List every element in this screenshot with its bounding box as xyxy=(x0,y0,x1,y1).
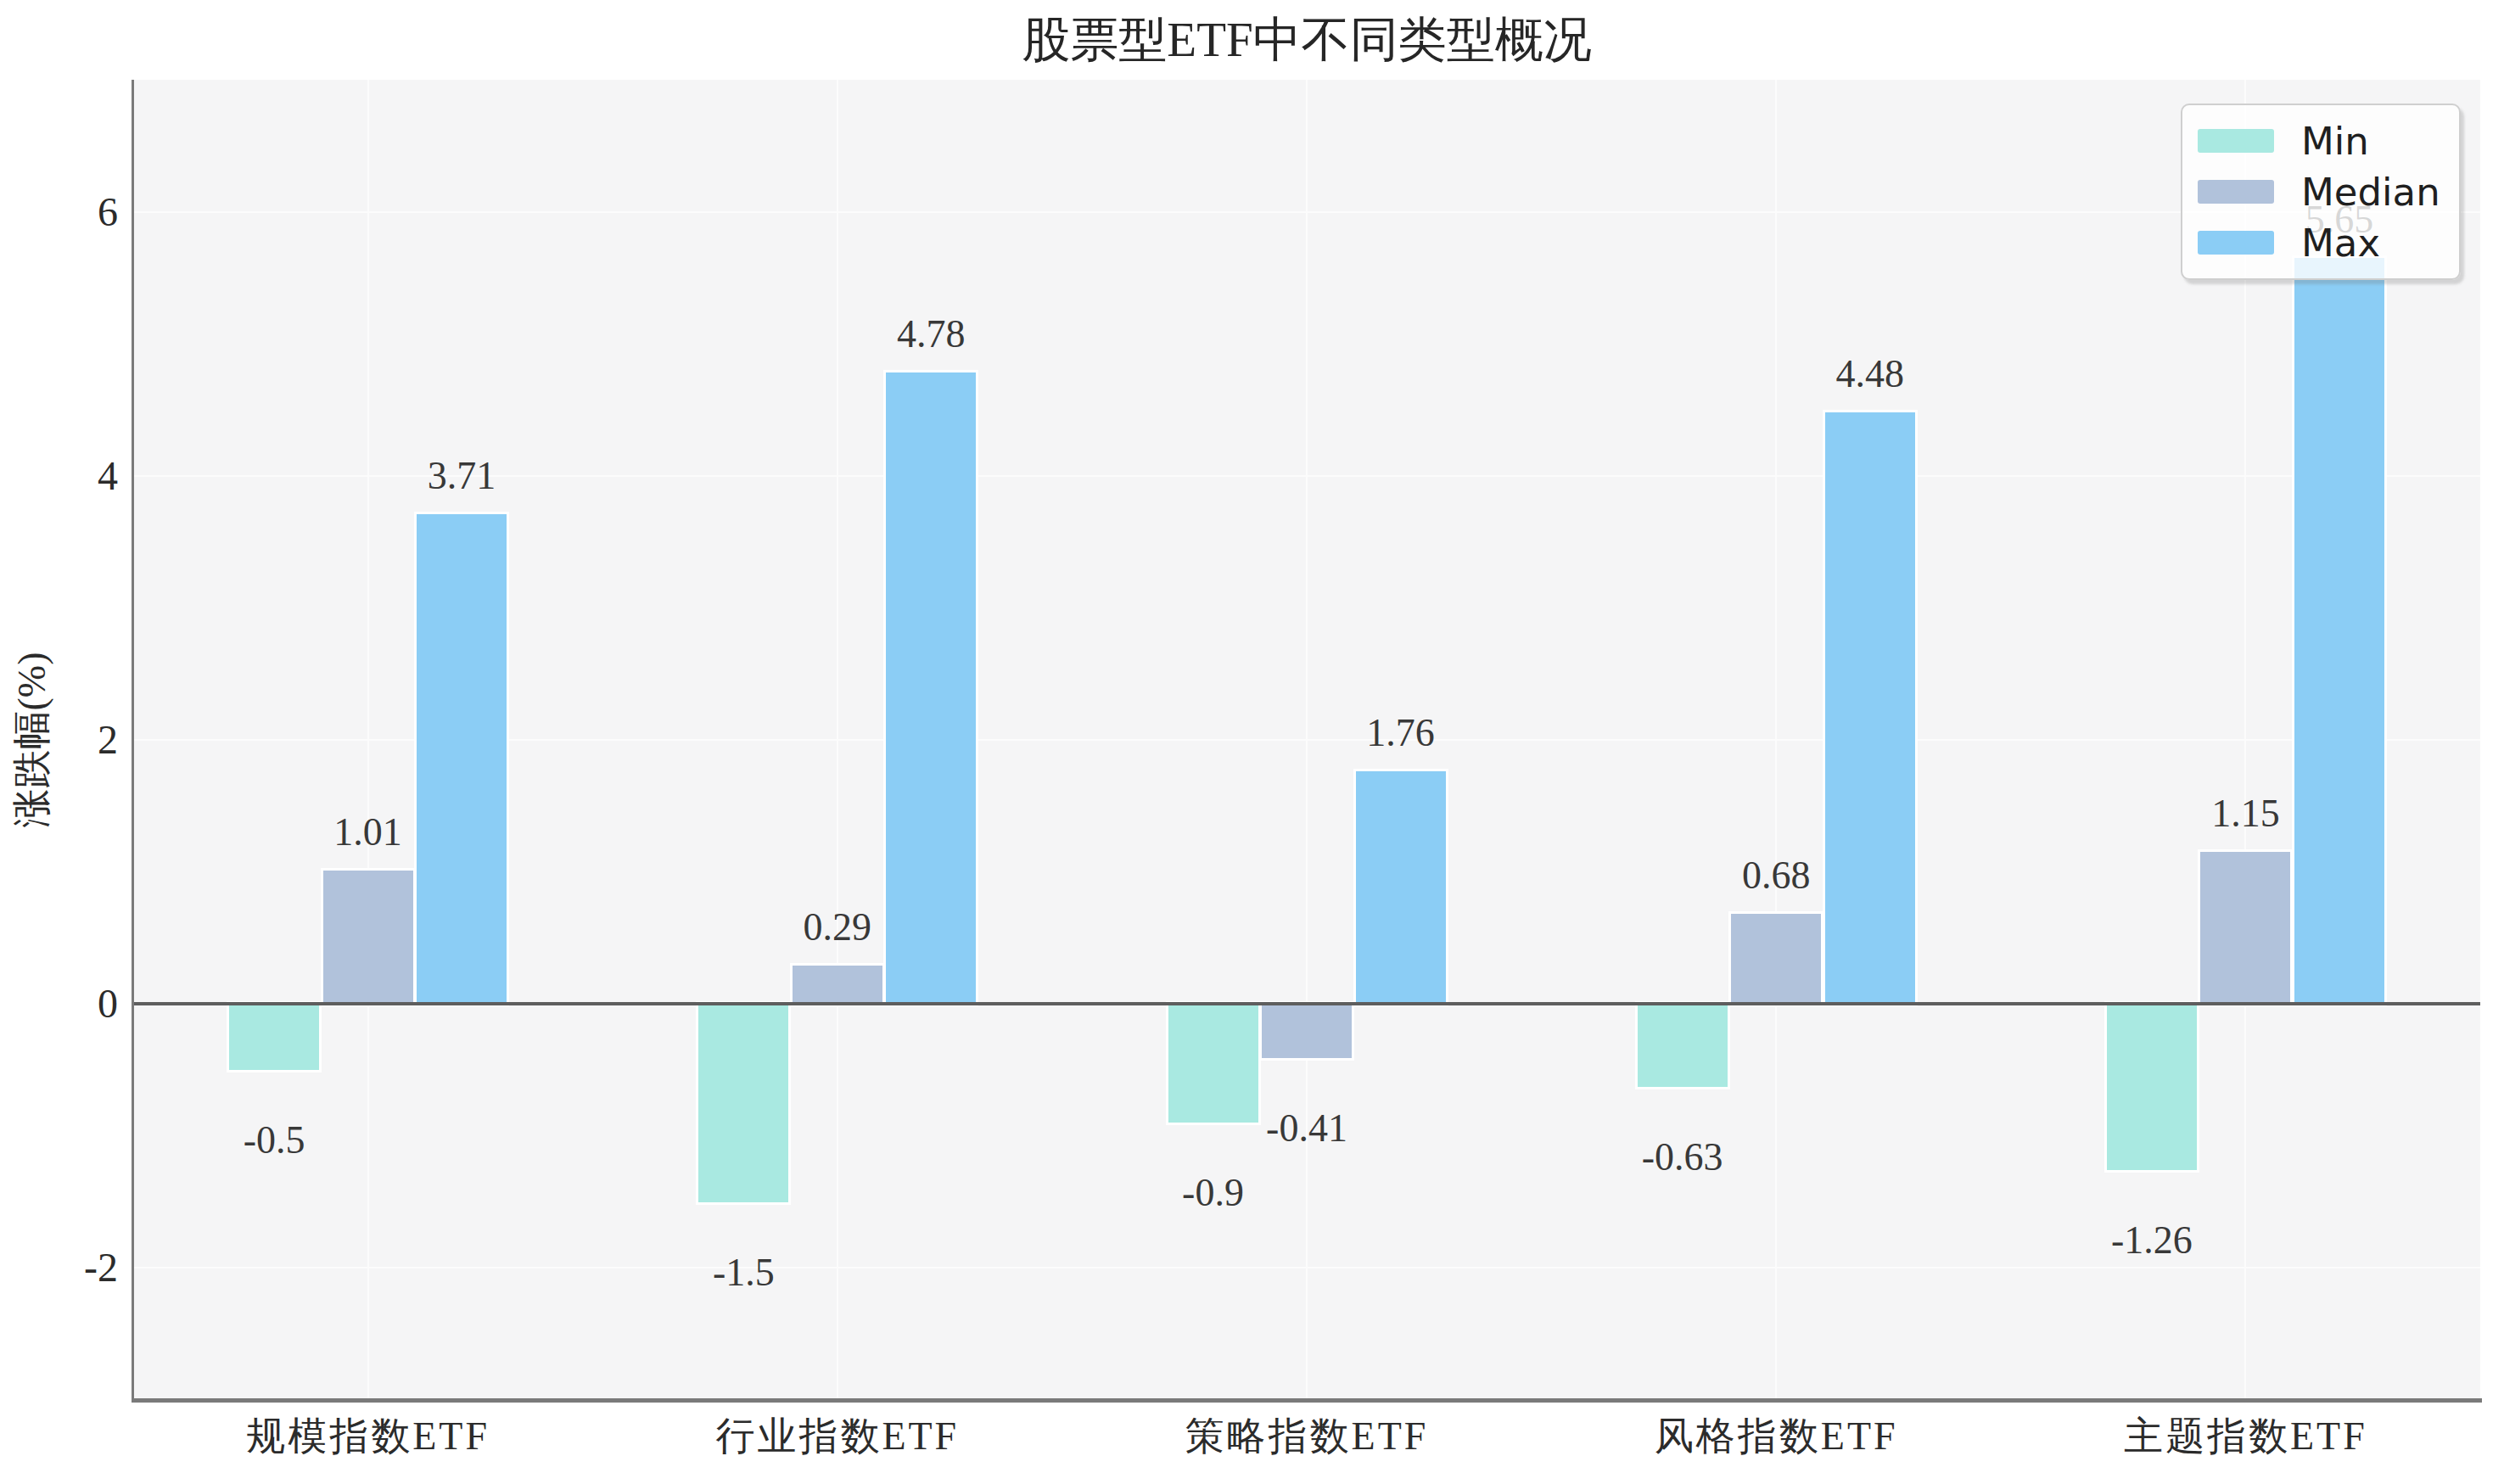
y-tick-label: 6 xyxy=(0,192,118,232)
bar-min-3 xyxy=(1638,1004,1728,1087)
gridline-v xyxy=(837,80,838,1400)
legend-label-median: Median xyxy=(2301,173,2440,211)
value-label: -0.63 xyxy=(1642,1138,1723,1177)
y-tick-label: 0 xyxy=(0,983,118,1024)
gridline-v xyxy=(367,80,369,1400)
x-category-label: 规模指数ETF xyxy=(246,1417,490,1456)
value-label: 1.01 xyxy=(333,813,402,852)
bar-min-1 xyxy=(698,1004,788,1201)
x-axis-spine xyxy=(132,1398,2482,1403)
value-label: 1.15 xyxy=(2211,794,2280,833)
bar-min-2 xyxy=(1168,1004,1258,1123)
legend-swatch-min xyxy=(2198,129,2274,153)
y-axis-spine xyxy=(132,80,134,1403)
chart-title: 股票型ETF中不同类型概况 xyxy=(1022,15,1591,64)
legend-label-max: Max xyxy=(2301,224,2380,262)
y-tick-label: -2 xyxy=(0,1247,118,1288)
bar-max-0 xyxy=(417,514,507,1004)
legend-swatch-median xyxy=(2198,180,2274,204)
value-label: -0.41 xyxy=(1266,1109,1347,1148)
bar-max-1 xyxy=(886,372,976,1004)
value-label: 0.29 xyxy=(804,908,872,947)
bar-max-3 xyxy=(1825,412,1915,1004)
bar-min-0 xyxy=(229,1004,319,1070)
legend-label-min: Min xyxy=(2301,122,2369,160)
zero-line xyxy=(133,1002,2480,1005)
gridline-v xyxy=(1306,80,1308,1400)
figure: 股票型ETF中不同类型概况 涨跌幅(%) -0.5-1.5-0.9-0.63-1… xyxy=(0,0,2504,1484)
value-label: 4.48 xyxy=(1835,355,1904,394)
bar-max-2 xyxy=(1356,771,1446,1004)
legend: Min Median Max xyxy=(2181,104,2461,280)
bar-median-4 xyxy=(2200,852,2290,1004)
value-label: -1.5 xyxy=(713,1253,775,1292)
value-label: -1.26 xyxy=(2111,1221,2193,1260)
legend-item-max: Max xyxy=(2198,217,2451,268)
x-category-label: 风格指数ETF xyxy=(1655,1417,1898,1456)
y-tick-label: 2 xyxy=(0,720,118,760)
x-category-label: 行业指数ETF xyxy=(715,1417,959,1456)
bar-median-0 xyxy=(323,871,413,1004)
value-label: 0.68 xyxy=(1742,856,1811,895)
legend-swatch-max xyxy=(2198,231,2274,255)
legend-item-median: Median xyxy=(2198,166,2451,217)
value-label: 1.76 xyxy=(1366,714,1435,753)
bar-median-3 xyxy=(1731,914,1821,1004)
value-label: 3.71 xyxy=(428,456,496,496)
x-category-label: 主题指数ETF xyxy=(2124,1417,2367,1456)
bar-median-2 xyxy=(1262,1004,1352,1058)
bar-max-4 xyxy=(2294,258,2384,1004)
legend-item-min: Min xyxy=(2198,115,2451,166)
x-category-label: 策略指数ETF xyxy=(1185,1417,1429,1456)
bar-median-1 xyxy=(793,966,882,1004)
value-label: 4.78 xyxy=(897,315,966,354)
bar-min-4 xyxy=(2107,1004,2197,1170)
value-label: -0.9 xyxy=(1182,1173,1244,1212)
value-label: -0.5 xyxy=(244,1121,305,1160)
y-tick-label: 4 xyxy=(0,456,118,496)
gridline-v xyxy=(1775,80,1777,1400)
